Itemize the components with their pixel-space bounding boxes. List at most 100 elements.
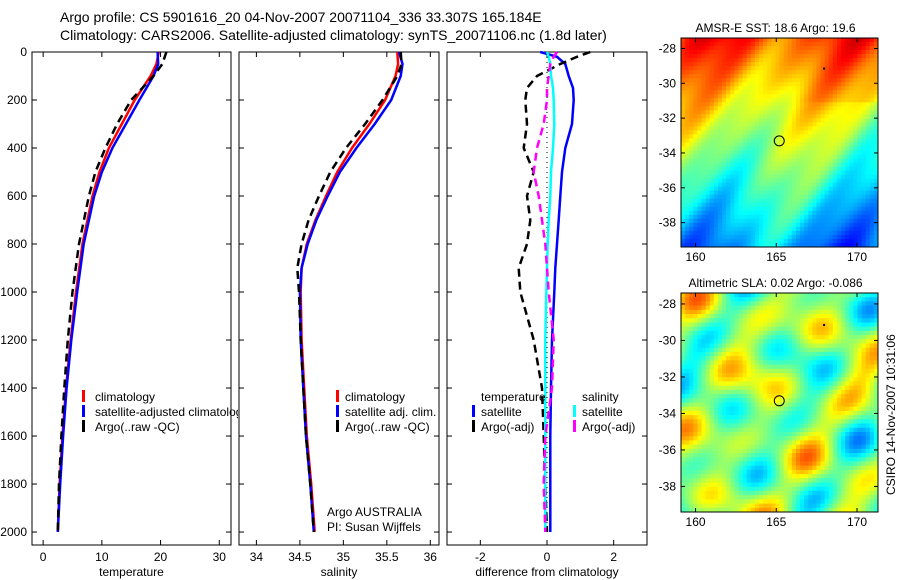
map-pixel [783, 138, 789, 143]
map-pixel [726, 222, 731, 228]
map-pixel [722, 423, 727, 429]
map-pixel [857, 305, 863, 311]
map-pixel [841, 347, 846, 353]
map-pixel [709, 190, 715, 196]
map-pixel [685, 368, 690, 374]
map-pixel [779, 322, 785, 328]
map-pixel [865, 440, 871, 446]
map-pixel [681, 419, 686, 425]
map-pixel [857, 431, 863, 437]
map-pixel [808, 415, 813, 420]
map-pixel [783, 309, 789, 315]
map-pixel [763, 190, 768, 196]
map-pixel [828, 474, 834, 479]
map-pixel [836, 186, 842, 192]
map-pixel [873, 314, 879, 319]
map-pixel [775, 448, 780, 454]
map-pixel [853, 102, 858, 107]
map-pixel [824, 166, 830, 172]
map-pixel [742, 126, 748, 131]
map-pixel [726, 82, 731, 87]
map-pixel [824, 478, 830, 484]
map-pixel [845, 381, 850, 387]
map-pixel [738, 461, 744, 467]
map-pixel [853, 326, 858, 332]
map-pixel [746, 478, 752, 484]
map-pixel [754, 150, 760, 156]
map-pixel [841, 94, 846, 99]
map-pixel [853, 410, 858, 416]
map-pixel [767, 170, 772, 176]
map-pixel [787, 90, 793, 95]
map-pixel [763, 461, 768, 467]
map-pixel [713, 381, 719, 387]
map-pixel [701, 427, 707, 433]
map-pixel [738, 368, 744, 374]
map-pixel [791, 364, 797, 370]
map-pixel [750, 377, 756, 382]
map-pixel [738, 110, 744, 115]
map-pixel [713, 226, 719, 232]
map-pixel [841, 453, 846, 458]
map-pixel [824, 182, 830, 188]
map-pixel [767, 490, 772, 496]
map-pixel [746, 222, 752, 228]
map-pixel [779, 122, 785, 127]
map-pixel [783, 202, 789, 208]
map-pixel [804, 234, 809, 240]
map-pixel [730, 242, 735, 248]
map-pixel [865, 335, 871, 340]
map-pixel [775, 309, 780, 315]
map-pixel [717, 162, 723, 168]
map-pixel [812, 90, 817, 95]
map-pixel [705, 66, 711, 71]
map-pixel [754, 347, 760, 353]
map-pixel [857, 198, 863, 204]
map-pixel [787, 347, 793, 353]
map-pixel [709, 297, 715, 302]
map-pixel [779, 234, 785, 240]
map-pixel [771, 301, 776, 307]
map-pixel [734, 66, 739, 71]
map-pixel [726, 293, 731, 298]
map-pixel [816, 142, 822, 148]
map-pixel [771, 94, 776, 99]
map-pixel [861, 182, 867, 188]
map-pixel [754, 66, 760, 71]
map-pixel [754, 78, 760, 83]
map-pixel [775, 158, 780, 164]
map-pixel [791, 410, 797, 416]
map-pixel [816, 242, 822, 248]
map-pixel [709, 182, 715, 188]
map-pixel [828, 178, 834, 184]
map-pixel [705, 377, 711, 382]
map-pixel [787, 486, 793, 492]
map-pixel [795, 440, 801, 446]
map-pixel [697, 174, 703, 180]
map-pixel [841, 198, 846, 204]
map-pixel [795, 202, 801, 208]
map-pixel [746, 360, 752, 366]
map-pixel [808, 150, 813, 156]
map-pixel [722, 110, 727, 115]
map-pixel [697, 118, 703, 123]
map-pixel [779, 90, 785, 95]
map-pixel [853, 486, 858, 492]
map-pixel [845, 122, 850, 127]
map-pixel [861, 351, 867, 357]
map-pixel [722, 457, 727, 462]
map-pixel [730, 339, 735, 345]
map-pixel [713, 360, 719, 366]
map-pixel [791, 469, 797, 475]
map-pixel [705, 318, 711, 323]
map-pixel [845, 364, 850, 370]
map-pixel [763, 74, 768, 79]
map-pixel [869, 198, 875, 204]
map-pixel [804, 94, 809, 99]
map-pixel [853, 130, 858, 135]
map-pixel [873, 339, 879, 345]
map-pixel [812, 78, 817, 83]
map-pixel [816, 226, 822, 232]
map-pixel [804, 146, 809, 152]
map-pixel [787, 234, 793, 240]
